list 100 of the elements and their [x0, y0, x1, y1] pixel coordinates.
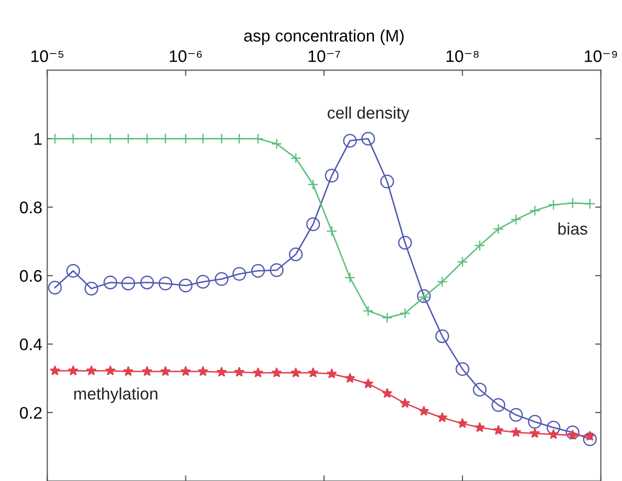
point	[50, 365, 60, 376]
x-tick-label: 10⁻⁹	[584, 50, 617, 62]
x-tick-label: 10⁻⁷	[308, 50, 340, 62]
point	[510, 214, 522, 225]
point	[84, 282, 98, 296]
point	[234, 366, 245, 377]
point	[271, 367, 282, 378]
point	[584, 430, 596, 441]
point	[493, 424, 504, 435]
series-label: bias	[558, 222, 588, 235]
point	[121, 276, 136, 290]
point	[68, 133, 79, 144]
point	[216, 366, 227, 377]
point	[584, 198, 596, 210]
point	[290, 367, 302, 378]
point	[104, 133, 116, 144]
point	[326, 226, 338, 237]
point	[197, 133, 208, 144]
point	[567, 430, 578, 440]
point	[362, 305, 374, 316]
point	[546, 420, 560, 434]
point	[456, 362, 470, 376]
x-tick-label: 10⁻⁶	[170, 50, 202, 62]
point	[343, 134, 357, 148]
point	[122, 366, 134, 376]
point	[528, 414, 542, 429]
point	[398, 236, 412, 250]
point	[344, 372, 356, 383]
point	[436, 412, 448, 422]
point	[548, 199, 559, 210]
point	[86, 365, 97, 376]
point	[380, 174, 394, 188]
point	[234, 133, 245, 144]
point	[324, 168, 339, 183]
point	[417, 289, 431, 304]
point	[271, 138, 282, 150]
point	[251, 264, 265, 278]
x-tick-label: 10⁻⁸	[446, 50, 479, 62]
point	[382, 388, 392, 398]
point	[436, 276, 448, 288]
point	[105, 365, 116, 376]
point	[457, 418, 468, 428]
series-label: cell density	[328, 106, 410, 122]
point	[142, 366, 152, 376]
point	[566, 426, 580, 440]
y-tick-label: 1	[34, 133, 42, 145]
point	[583, 432, 597, 446]
point	[548, 428, 559, 440]
point	[529, 205, 540, 216]
point	[306, 217, 320, 232]
point	[180, 366, 191, 376]
point	[198, 366, 208, 376]
y-tick-label: 0.8	[20, 202, 42, 214]
point	[308, 179, 319, 190]
point	[326, 368, 337, 378]
point	[530, 428, 540, 438]
point	[472, 382, 487, 396]
point	[140, 276, 154, 290]
point	[270, 263, 284, 278]
point	[288, 248, 303, 262]
point	[68, 365, 78, 376]
x-tick-label: 10⁻⁵	[31, 50, 64, 62]
point	[308, 367, 318, 378]
point	[103, 276, 118, 290]
point	[290, 152, 302, 164]
point	[122, 133, 134, 144]
point	[435, 329, 450, 344]
x-axis-title: asp concentration (M)	[244, 29, 404, 45]
point	[196, 274, 210, 289]
y-tick-label: 0.4	[20, 338, 42, 350]
point	[456, 256, 468, 268]
point	[567, 198, 578, 209]
point	[418, 292, 430, 303]
point	[362, 378, 374, 388]
point	[49, 133, 60, 144]
point	[418, 406, 430, 416]
point	[160, 133, 171, 144]
point	[232, 267, 246, 281]
point	[252, 133, 264, 144]
point	[86, 133, 97, 144]
point	[216, 133, 228, 144]
point	[361, 132, 376, 146]
point	[382, 312, 393, 324]
point	[400, 398, 410, 408]
point	[509, 408, 523, 422]
point	[510, 426, 522, 437]
point	[66, 264, 80, 278]
point	[400, 308, 411, 319]
point	[492, 224, 504, 235]
point	[214, 272, 228, 286]
point	[158, 276, 172, 290]
series-label: methylation	[74, 387, 158, 403]
point	[474, 240, 486, 251]
point	[48, 280, 62, 294]
point	[492, 398, 506, 412]
point	[344, 272, 356, 284]
point	[160, 366, 171, 376]
point	[142, 133, 153, 144]
point	[474, 422, 485, 432]
y-tick-label: 0.6	[20, 270, 42, 282]
